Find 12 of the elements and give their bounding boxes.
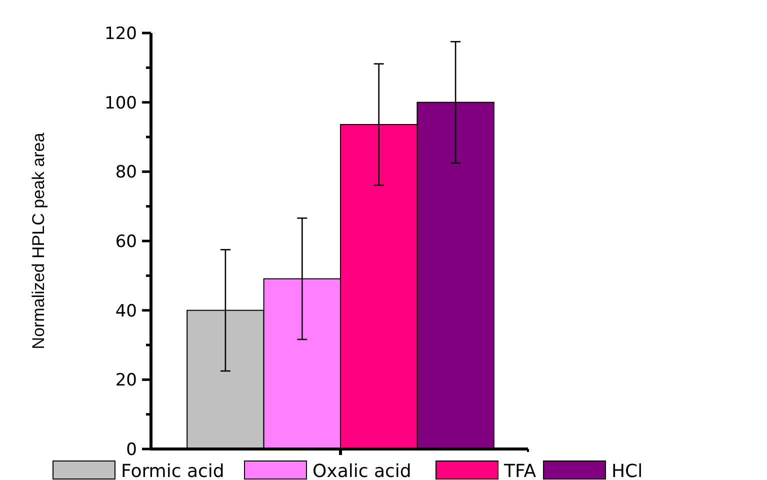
y-tick-label: 20 [115, 370, 137, 391]
y-tick-label: 80 [115, 162, 137, 183]
y-tick-label: 60 [115, 232, 137, 252]
legend-label: Formic acid [121, 461, 224, 480]
legend-label: Oxalic acid [312, 461, 412, 480]
legend-label: HCl [612, 461, 643, 480]
y-tick-label: 40 [115, 301, 137, 322]
legend-label: TFA [503, 461, 537, 480]
y-tick-label: 0 [126, 440, 137, 460]
y-axis-title: Normalized HPLC peak area [29, 132, 48, 350]
y-tick-label: 100 [104, 93, 137, 114]
y-tick-label: 120 [104, 24, 137, 44]
